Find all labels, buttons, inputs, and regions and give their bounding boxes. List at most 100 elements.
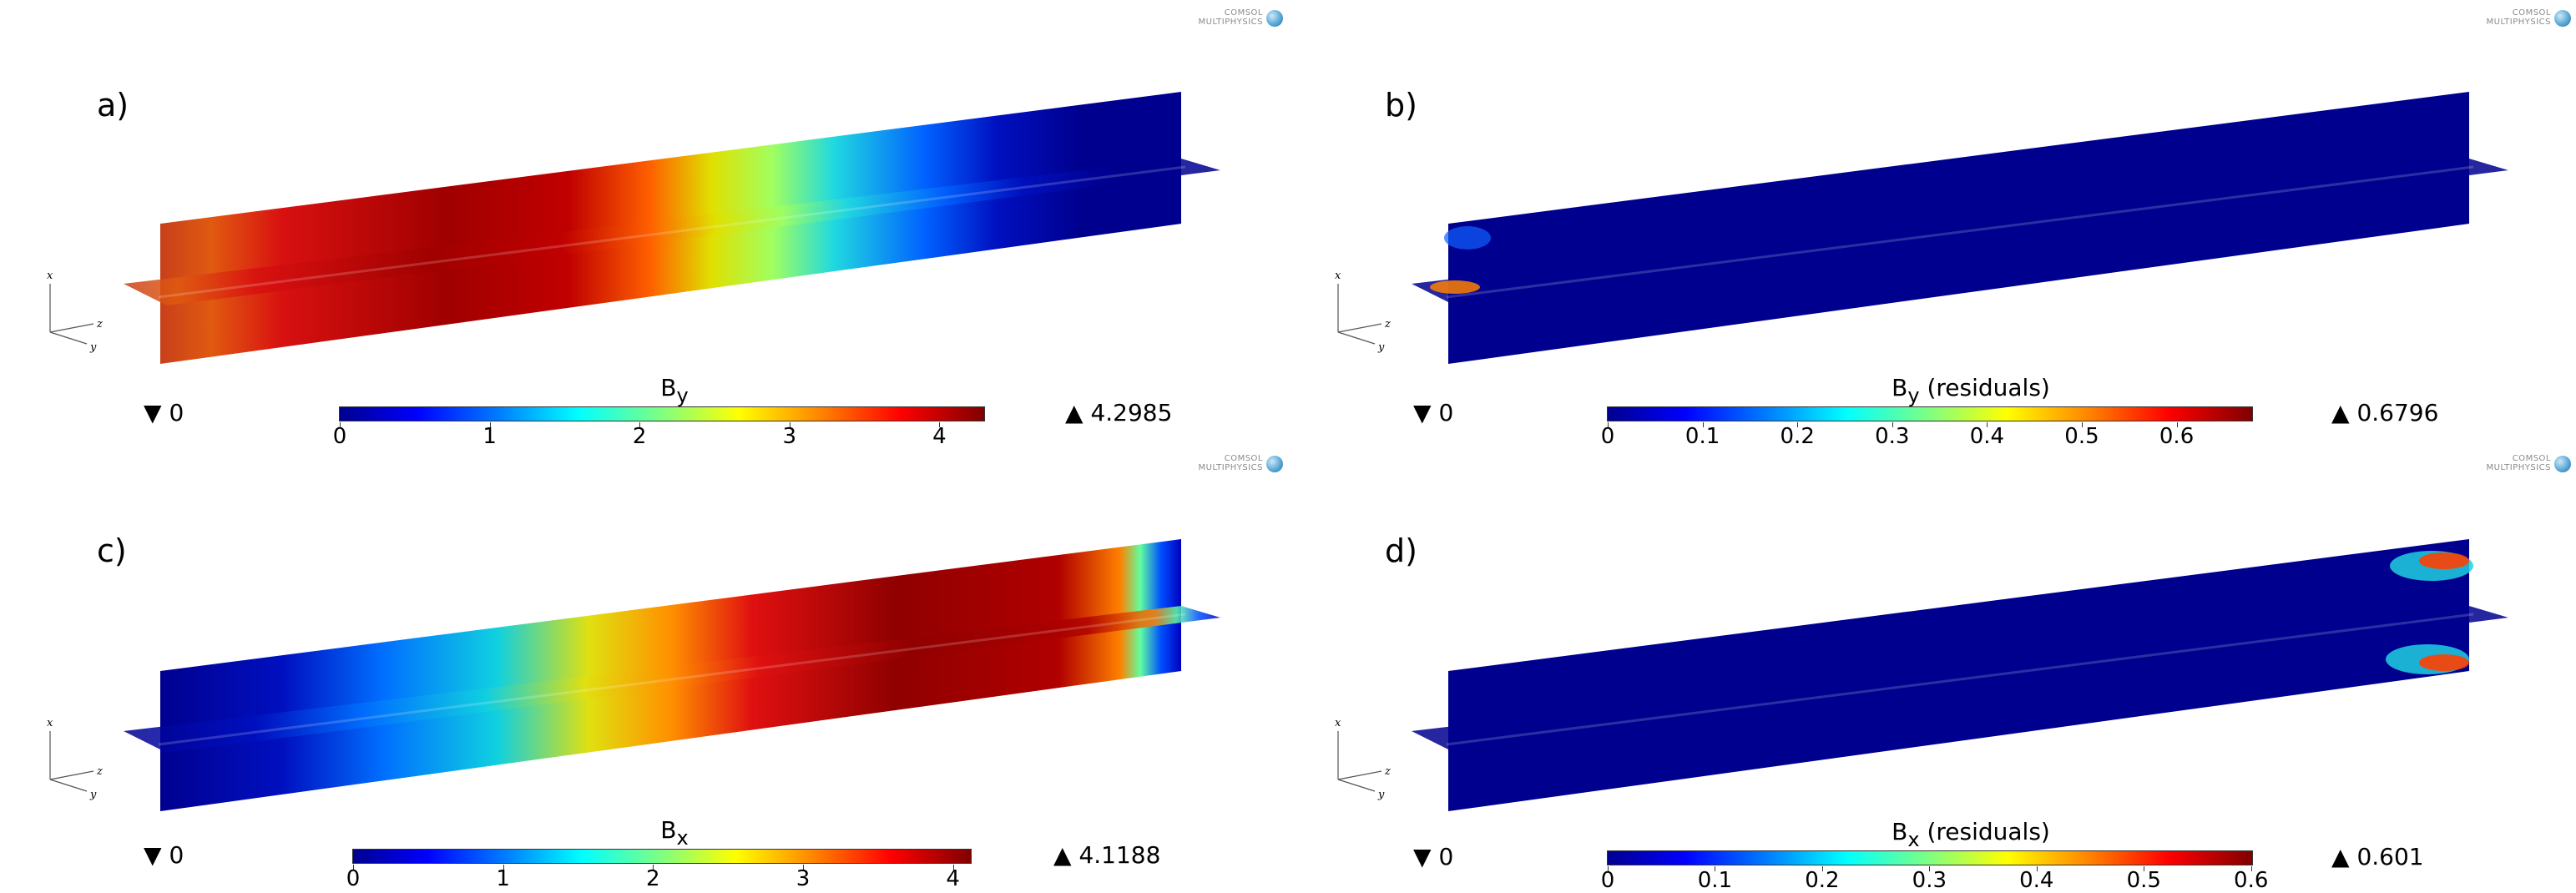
comsol-logo-icon <box>2554 456 2571 472</box>
colorbar-tick <box>1821 866 1823 871</box>
max-indicator: ▲ 4.1188 <box>1053 841 1160 869</box>
panel-label: c) <box>97 532 127 569</box>
colorbar-tick-label: 3 <box>796 866 811 891</box>
comsol-logo: COMSOL MULTIPHYSICS <box>1196 7 1288 30</box>
axis-x-label: x <box>47 270 53 282</box>
geometry-scene: x zy <box>47 92 1220 364</box>
colorbar-tick <box>2036 866 2038 871</box>
colorbar-tick-label: 0.4 <box>1969 424 2005 449</box>
axis-x-label: x <box>1335 270 1341 282</box>
colorbar-title: Bx (residuals) <box>1892 818 2050 851</box>
min-value: 0 <box>1438 843 1454 870</box>
logo-text-line1: COMSOL <box>2512 8 2551 18</box>
comsol-logo-icon <box>1266 456 1283 472</box>
colorbar-tick-label: 0.2 <box>1780 424 1815 449</box>
logo-text-line2: MULTIPHYSICS <box>2486 18 2551 27</box>
quantity-symbol: B <box>1892 818 1908 845</box>
axis-triad: x zy <box>1335 717 1391 801</box>
min-arrow-icon: ▼ <box>1413 843 1432 870</box>
axis-x-label: x <box>1335 717 1341 729</box>
logo-text-line2: MULTIPHYSICS <box>1198 18 1263 27</box>
logo-text-line1: COMSOL <box>1224 8 1263 18</box>
axis-y-label: y <box>1377 789 1385 801</box>
colorbar-tick-label: 0.1 <box>1685 424 1720 449</box>
comsol-logo: COMSOL MULTIPHYSICS <box>2484 7 2576 30</box>
colorbar-tick-label: 2 <box>646 866 660 891</box>
axis-z-label: z <box>96 765 103 778</box>
colorbar-tick <box>1608 422 1609 427</box>
axis-triad: x zy <box>1335 270 1391 354</box>
colorbar-tick-label: 1 <box>496 866 510 891</box>
panel-label: a) <box>97 87 129 124</box>
colorbar-tick-label: 0.5 <box>2126 868 2161 893</box>
colorbar-tick-label: 2 <box>632 424 647 449</box>
quantity-subscript: y <box>1907 384 1920 407</box>
quantity-suffix: (residuals) <box>1919 818 2050 845</box>
max-value: 0.601 <box>2356 843 2424 870</box>
min-indicator: ▼ 0 <box>1413 399 1453 426</box>
colorbar: 0 1 2 3 4 <box>333 406 985 449</box>
min-value: 0 <box>169 841 184 869</box>
colorbar-tick <box>1929 866 1931 871</box>
colorbar-tick-label: 3 <box>782 424 797 449</box>
axis-y-label: y <box>1377 341 1385 354</box>
panel-label: d) <box>1385 532 1417 569</box>
max-arrow-icon: ▲ <box>1053 841 1072 869</box>
quantity-symbol: B <box>660 816 677 844</box>
comsol-logo-icon <box>2554 10 2571 27</box>
axis-x-label: x <box>47 717 53 729</box>
colorbar-tick-label: 0.6 <box>2159 424 2195 449</box>
colorbar-tick <box>2176 422 2178 427</box>
min-value: 0 <box>1438 399 1454 426</box>
colorbar-tick <box>503 865 504 870</box>
max-arrow-icon: ▲ <box>2331 399 2350 426</box>
colorbar-tick-label: 1 <box>482 424 497 449</box>
colorbar-tick <box>1608 866 1609 871</box>
max-value: 0.6796 <box>2356 399 2439 426</box>
colorbar-tick <box>939 422 941 427</box>
axis-y-label: y <box>89 341 97 354</box>
comsol-logo: COMSOL MULTIPHYSICS <box>1196 452 1288 476</box>
logo-text-line1: COMSOL <box>2512 454 2551 463</box>
axis-triad: x zy <box>47 717 103 801</box>
comsol-logo-icon <box>1266 10 1283 27</box>
colorbar-tick <box>489 422 491 427</box>
colorbar-tick <box>639 422 641 427</box>
axis-z-label: z <box>1384 765 1391 778</box>
min-indicator: ▼ 0 <box>144 399 184 426</box>
colorbar-title: By <box>660 374 688 407</box>
colorbar-tick <box>353 865 354 870</box>
quantity-subscript: x <box>1907 828 1920 851</box>
colorbar-tick-label: 4 <box>946 866 960 891</box>
colorbar: 0 1 2 3 4 <box>346 849 972 891</box>
axis-triad: x zy <box>47 270 103 354</box>
quantity-symbol: B <box>660 374 677 401</box>
colorbar-tick <box>653 865 654 870</box>
min-value: 0 <box>169 399 184 426</box>
axis-z-label: z <box>96 318 103 330</box>
min-arrow-icon: ▼ <box>1413 399 1432 426</box>
colorbar-tick-label: 4 <box>932 424 947 449</box>
colorbar: 0 0.1 0.2 0.3 0.4 0.5 0.6 <box>1601 406 2253 449</box>
logo-text-line2: MULTIPHYSICS <box>2486 463 2551 472</box>
colorbar-tick-label: 0.6 <box>2234 868 2269 893</box>
colorbar-tick <box>2250 866 2252 871</box>
logo-text-line2: MULTIPHYSICS <box>1198 463 1263 472</box>
max-value: 4.2985 <box>1090 399 1173 426</box>
max-indicator: ▲ 4.2985 <box>1065 399 1172 426</box>
geometry-scene: x zy <box>1335 92 2508 364</box>
axis-y-label: y <box>89 789 97 801</box>
colorbar-tick-label: 0.2 <box>1805 868 1840 893</box>
colorbar-tick <box>952 865 954 870</box>
colorbar: 0 0.1 0.2 0.3 0.4 0.5 0.6 <box>1601 850 2268 893</box>
max-value: 4.1188 <box>1078 841 1161 869</box>
quantity-symbol: B <box>1892 374 1908 401</box>
min-indicator: ▼ 0 <box>1413 843 1453 870</box>
colorbar-title: Bx <box>660 816 688 850</box>
axis-z-label: z <box>1384 318 1391 330</box>
colorbar-tick <box>802 865 804 870</box>
colorbar-tick-label: 0 <box>332 424 347 449</box>
